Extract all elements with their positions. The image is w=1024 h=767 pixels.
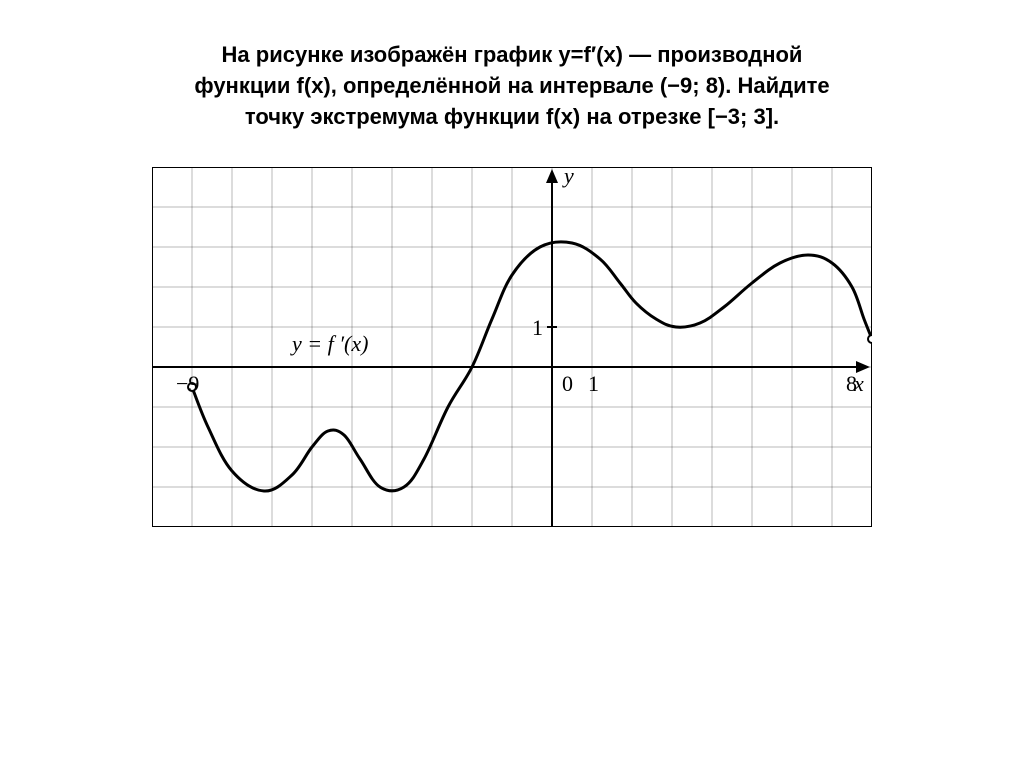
svg-text:0: 0 (562, 371, 573, 396)
problem-title: На рисунке изображён график y=f′(x) — пр… (102, 40, 922, 132)
svg-text:y: y (562, 167, 574, 188)
chart-container: 011yx−98y = f ′(x) (152, 167, 872, 527)
svg-text:8: 8 (846, 371, 857, 396)
svg-text:1: 1 (588, 371, 599, 396)
derivative-chart: 011yx−98y = f ′(x) (152, 167, 872, 527)
svg-text:1: 1 (532, 315, 543, 340)
title-line-2: функции f(x), определённой на интервале … (102, 71, 922, 102)
svg-text:y = f ′(x): y = f ′(x) (290, 331, 368, 356)
title-line-3: точку экстремума функции f(x) на отрезке… (102, 102, 922, 133)
title-line-1: На рисунке изображён график y=f′(x) — пр… (102, 40, 922, 71)
svg-text:−9: −9 (176, 371, 199, 396)
